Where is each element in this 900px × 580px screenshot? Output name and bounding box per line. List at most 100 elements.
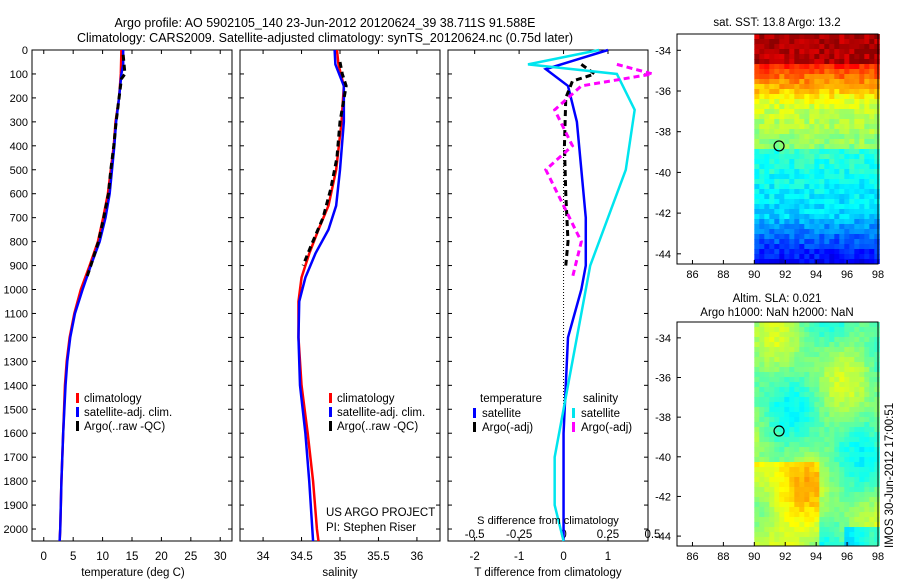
map-cell [874,154,880,160]
map-cell [814,49,820,55]
map-cell [849,362,855,368]
map-cell [794,537,800,543]
map-cell [844,362,850,368]
map-cell [819,59,825,65]
map-cell [859,482,865,488]
map-cell [869,199,875,205]
map-cell [814,477,820,483]
map-cell [804,124,810,130]
map-cell [854,44,860,50]
map-cell [804,357,810,363]
map-cell [839,472,845,478]
map-cell [754,259,760,264]
map-cell [769,184,775,190]
map-cell [799,532,805,538]
map-cell [829,169,835,175]
s-diff-tick-label: -0.25 [506,529,532,541]
map-cell [829,259,835,264]
map-cell [854,497,860,503]
project-pi: PI: Stephen Riser [326,522,416,534]
map-cell [789,542,795,546]
map-cell [824,542,830,546]
map-cell [844,377,850,383]
map-cell [864,417,870,423]
map-cell [849,377,855,383]
map-cell [764,462,770,468]
map-cell [824,204,830,210]
map-cell [789,34,795,40]
map-cell [814,189,820,195]
map-cell [839,432,845,438]
map-cell [804,542,810,546]
map-cell [874,417,880,423]
map-cell [809,507,815,513]
map-cell [819,49,825,55]
map-cell [809,164,815,170]
map-cell [759,49,765,55]
map-cell [864,209,870,215]
map-cell [764,537,770,543]
map-cell [844,54,850,60]
map-cell [754,477,760,483]
map-cell [779,249,785,255]
map-cell [859,124,865,130]
map-cell [809,109,815,115]
map-cell [754,119,760,125]
map-cell [779,442,785,448]
map-cell [814,179,820,185]
map-cell [774,537,780,543]
map-cell [864,184,870,190]
map-cell [849,532,855,538]
map-cell [829,487,835,493]
map-cell [859,512,865,518]
map-cell [824,397,830,403]
map-cell [849,537,855,543]
map-cell [869,517,875,523]
map-cell [754,462,760,468]
map-cell [769,327,775,333]
map-cell [804,452,810,458]
map-cell [869,487,875,493]
map-cell [789,462,795,468]
map-cell [864,477,870,483]
map-cell [844,234,850,240]
map-cell [824,517,830,523]
map-cell [804,179,810,185]
map-cell [864,352,870,358]
map-cell [799,94,805,100]
map-cell [844,437,850,443]
map-cell [799,104,805,110]
map-cell [849,542,855,546]
map-cell [874,537,880,543]
map-cell [779,532,785,538]
map-cell [859,382,865,388]
map-cell [754,99,760,105]
map-cell [869,442,875,448]
map-cell [874,199,880,205]
map-cell [849,259,855,264]
map-cell [784,487,790,493]
map-cell [824,154,830,160]
map-cell [794,84,800,90]
map-cell [859,204,865,210]
map-cell [829,377,835,383]
map-cell [849,119,855,125]
map-cell [864,372,870,378]
map-cell [869,332,875,338]
map-cell [804,362,810,368]
map-cell [759,517,765,523]
map-cell [839,452,845,458]
map-cell [869,502,875,508]
map-cell [754,239,760,245]
map-cell [849,234,855,240]
map-cell [794,337,800,343]
map-cell [864,94,870,100]
map-cell [869,219,875,225]
map-cell [799,407,805,413]
map-cell [769,392,775,398]
map-cell [854,199,860,205]
map-cell [849,477,855,483]
map-cell [809,229,815,235]
map-cell [814,204,820,210]
